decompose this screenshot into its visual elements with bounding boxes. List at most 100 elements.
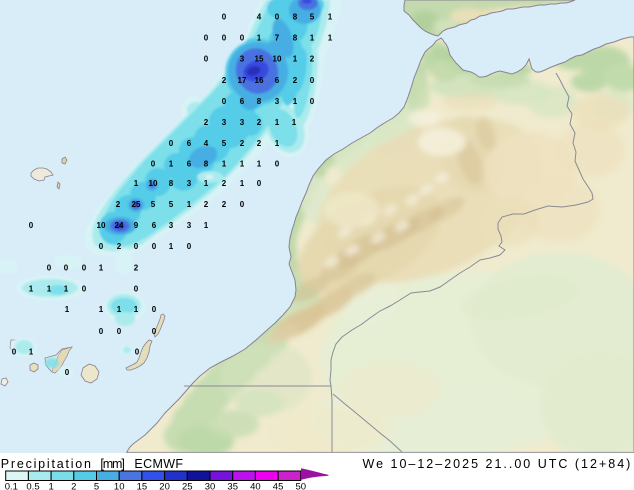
svg-text:1: 1 (134, 305, 139, 314)
svg-text:We 10–12–2025 21..00 UTC (12+8: We 10–12–2025 21..00 UTC (12+84) (363, 457, 633, 471)
svg-text:1: 1 (293, 97, 298, 106)
svg-text:30: 30 (205, 482, 216, 490)
svg-text:6: 6 (187, 160, 192, 169)
svg-text:ECMWF: ECMWF (134, 457, 183, 471)
svg-text:0: 0 (275, 160, 280, 169)
svg-text:0: 0 (135, 348, 140, 357)
svg-text:1: 1 (64, 285, 69, 294)
svg-text:0: 0 (222, 97, 227, 106)
svg-text:6: 6 (240, 97, 245, 106)
svg-text:0: 0 (65, 368, 70, 377)
svg-text:1: 1 (204, 221, 209, 230)
svg-text:0: 0 (222, 34, 227, 43)
svg-text:1: 1 (257, 34, 262, 43)
svg-text:0: 0 (169, 139, 174, 148)
svg-text:0: 0 (310, 97, 315, 106)
svg-text:1: 1 (275, 139, 280, 148)
svg-text:0: 0 (275, 13, 280, 22)
svg-text:5: 5 (310, 13, 315, 22)
svg-text:1: 1 (169, 160, 174, 169)
svg-text:3: 3 (240, 118, 245, 127)
svg-text:24: 24 (115, 221, 124, 230)
svg-text:1: 1 (169, 242, 174, 251)
svg-text:8: 8 (257, 97, 262, 106)
svg-text:0: 0 (117, 327, 122, 336)
svg-text:8: 8 (169, 179, 174, 188)
svg-text:1: 1 (292, 118, 297, 127)
svg-text:1: 1 (328, 13, 333, 22)
svg-text:0: 0 (240, 200, 245, 209)
svg-text:0: 0 (152, 327, 157, 336)
svg-text:6: 6 (152, 221, 157, 230)
svg-text:8: 8 (293, 34, 298, 43)
svg-text:0: 0 (134, 285, 139, 294)
svg-text:20: 20 (159, 482, 170, 490)
svg-text:0: 0 (29, 221, 34, 230)
svg-text:0: 0 (47, 263, 52, 272)
svg-text:50: 50 (296, 482, 307, 490)
svg-text:1: 1 (29, 285, 34, 294)
svg-text:2: 2 (222, 179, 227, 188)
svg-text:40: 40 (250, 482, 261, 490)
svg-text:2: 2 (222, 76, 227, 85)
svg-text:1: 1 (310, 34, 315, 43)
svg-text:2: 2 (134, 263, 139, 272)
svg-text:1: 1 (65, 305, 70, 314)
svg-text:1: 1 (134, 179, 139, 188)
svg-text:1: 1 (328, 34, 333, 43)
svg-text:0.1: 0.1 (5, 482, 18, 490)
svg-text:[mm]: [mm] (100, 457, 124, 471)
svg-text:0: 0 (222, 13, 227, 22)
svg-text:2: 2 (222, 200, 227, 209)
svg-text:1: 1 (222, 160, 227, 169)
svg-text:9: 9 (134, 221, 139, 230)
svg-text:3: 3 (275, 97, 280, 106)
svg-text:4: 4 (257, 13, 262, 22)
svg-text:5: 5 (222, 139, 227, 148)
svg-text:1: 1 (204, 179, 209, 188)
svg-text:0: 0 (187, 242, 192, 251)
svg-text:3: 3 (222, 118, 227, 127)
svg-text:2: 2 (71, 482, 76, 490)
svg-text:2: 2 (310, 55, 315, 64)
svg-text:0: 0 (152, 242, 157, 251)
svg-text:2: 2 (117, 242, 122, 251)
svg-text:0.5: 0.5 (26, 482, 39, 490)
svg-text:Precipitation: Precipitation (1, 457, 93, 471)
svg-text:5: 5 (151, 200, 156, 209)
svg-text:8: 8 (293, 13, 298, 22)
svg-text:1: 1 (48, 482, 53, 490)
svg-text:0: 0 (64, 263, 69, 272)
svg-text:0: 0 (204, 34, 209, 43)
svg-text:1: 1 (240, 179, 245, 188)
svg-text:6: 6 (187, 139, 192, 148)
svg-text:0: 0 (99, 327, 104, 336)
svg-text:1: 1 (117, 305, 122, 314)
svg-text:2: 2 (204, 118, 209, 127)
svg-text:0: 0 (151, 160, 156, 169)
svg-text:1: 1 (99, 263, 104, 272)
svg-text:3: 3 (240, 55, 245, 64)
svg-text:0: 0 (82, 285, 87, 294)
svg-text:35: 35 (227, 482, 238, 490)
svg-text:2: 2 (257, 139, 262, 148)
svg-text:15: 15 (255, 55, 264, 64)
svg-text:0: 0 (257, 179, 262, 188)
svg-text:0: 0 (152, 305, 157, 314)
svg-text:3: 3 (169, 221, 174, 230)
svg-text:1: 1 (293, 55, 298, 64)
svg-text:7: 7 (275, 34, 280, 43)
svg-text:2: 2 (257, 118, 262, 127)
svg-text:25: 25 (182, 482, 193, 490)
svg-text:2: 2 (116, 200, 121, 209)
svg-text:1: 1 (240, 160, 245, 169)
svg-text:25: 25 (132, 200, 141, 209)
svg-text:0: 0 (204, 55, 209, 64)
svg-text:1: 1 (275, 118, 280, 127)
svg-text:5: 5 (94, 482, 99, 490)
svg-text:2: 2 (204, 200, 209, 209)
svg-text:4: 4 (204, 139, 209, 148)
svg-text:15: 15 (137, 482, 148, 490)
svg-text:6: 6 (275, 76, 280, 85)
svg-text:2: 2 (293, 76, 298, 85)
